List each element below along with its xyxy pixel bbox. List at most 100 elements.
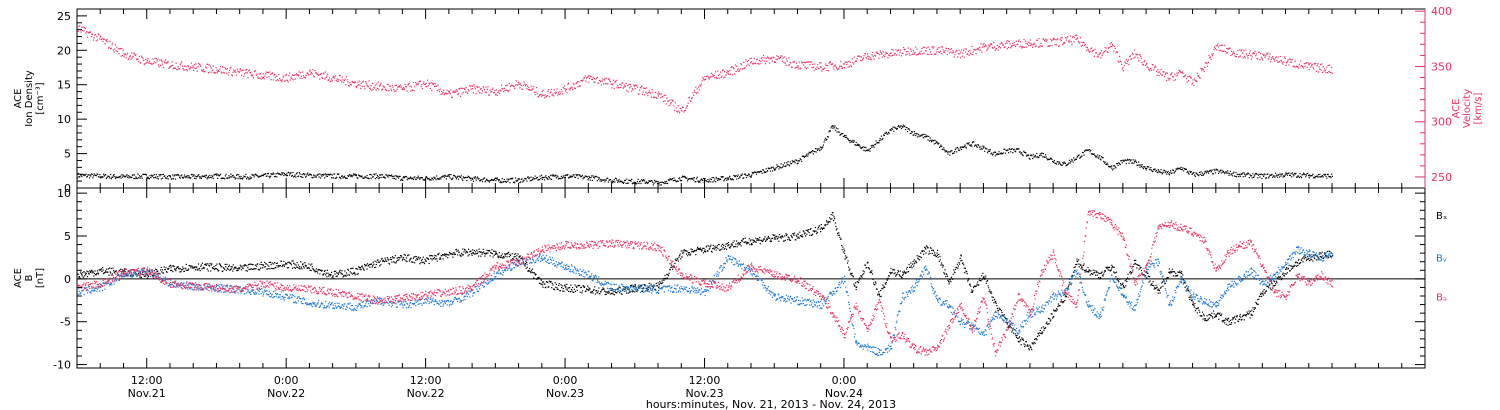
top-series-1-point bbox=[714, 77, 716, 79]
top-series-0-point bbox=[1324, 173, 1326, 176]
top-series-0-point bbox=[1168, 174, 1171, 176]
b-series-0-point bbox=[128, 273, 130, 275]
top-series-0-point bbox=[773, 168, 775, 170]
top-series-0-point bbox=[1204, 171, 1206, 173]
top-series-0-point bbox=[1142, 168, 1144, 170]
top-series-1-point bbox=[688, 96, 691, 98]
top-series-1-point bbox=[1327, 64, 1329, 66]
top-series-1-point bbox=[416, 82, 418, 84]
top-series-0-point bbox=[1088, 149, 1090, 151]
top-series-1-point bbox=[888, 54, 890, 57]
b-series-0-point bbox=[96, 270, 98, 272]
top-series-0-point bbox=[541, 178, 543, 180]
top-series-0-point bbox=[1234, 175, 1236, 177]
top-series-1-point bbox=[1231, 53, 1233, 56]
top-series-0-point bbox=[1085, 149, 1087, 151]
top-series-0-point bbox=[371, 176, 374, 178]
top-series-1-point bbox=[514, 88, 516, 90]
b-series-0-point bbox=[196, 268, 198, 270]
top-series-1-point bbox=[224, 72, 226, 74]
top-series-1-point bbox=[844, 67, 846, 69]
top-series-0-point bbox=[469, 177, 471, 179]
top-series-0-point bbox=[854, 144, 856, 146]
top-series-1-point bbox=[524, 85, 527, 87]
top-series-0-point bbox=[867, 149, 870, 151]
top-series-1-point bbox=[1004, 46, 1006, 48]
top-series-1-point bbox=[1189, 75, 1191, 77]
b-series-0-point bbox=[373, 263, 375, 265]
top-series-1-point bbox=[222, 66, 224, 68]
top-series-0-point bbox=[1185, 168, 1187, 170]
b-series-0-point bbox=[180, 271, 182, 273]
top-series-0-point bbox=[79, 176, 81, 178]
top-series-1-point bbox=[607, 83, 609, 85]
top-series-1-point bbox=[874, 55, 877, 57]
b-series-0-point bbox=[108, 274, 110, 276]
top-series-1-point bbox=[1048, 45, 1050, 47]
top-series-0-point bbox=[351, 176, 353, 178]
b-series-0-point bbox=[524, 265, 526, 267]
b-series-0-point bbox=[773, 234, 775, 236]
top-series-1-point bbox=[1030, 43, 1032, 45]
top-series-1-point bbox=[715, 71, 717, 73]
top-series-1-point bbox=[734, 73, 736, 75]
top-series-0-point bbox=[274, 176, 276, 178]
top-series-1-point bbox=[944, 49, 946, 52]
b-series-0-point bbox=[83, 271, 85, 273]
b-series-0-point bbox=[778, 234, 781, 236]
top-series-0-point bbox=[355, 175, 357, 177]
b-series-0-point bbox=[673, 266, 675, 268]
b-series-0-point bbox=[680, 258, 682, 260]
b-series-0-point bbox=[792, 233, 794, 235]
top-series-0-point bbox=[1174, 171, 1176, 173]
b-series-0-point bbox=[500, 255, 502, 257]
top-series-0-point bbox=[1132, 159, 1134, 161]
top-series-0-point bbox=[256, 175, 258, 177]
top-series-1-point bbox=[456, 90, 458, 92]
top-series-1-point bbox=[1118, 55, 1121, 58]
top-series-0-point bbox=[1181, 168, 1183, 171]
b-series-0-point bbox=[103, 272, 105, 274]
top-series-0-point bbox=[1080, 156, 1082, 158]
top-series-0-point bbox=[988, 149, 990, 151]
top-series-0-point bbox=[417, 175, 419, 177]
top-series-0-point bbox=[357, 177, 359, 179]
top-series-1-point bbox=[274, 73, 276, 75]
top-series-0-point bbox=[1013, 148, 1015, 150]
top-series-1-point bbox=[309, 70, 311, 72]
top-series-0-point bbox=[696, 176, 698, 178]
b-series-0-point bbox=[555, 283, 557, 285]
top-series-1-point bbox=[900, 49, 902, 51]
b-series-0-point bbox=[476, 252, 478, 255]
top-series-0-point bbox=[1045, 154, 1047, 156]
top-series-0-point bbox=[378, 177, 381, 179]
top-series-0-point bbox=[100, 176, 103, 178]
top-series-0-point bbox=[1047, 158, 1049, 160]
b-series-0-point bbox=[225, 266, 227, 268]
top-series-1-point bbox=[787, 64, 789, 66]
b-series-0-point bbox=[397, 259, 399, 261]
b-series-0-point bbox=[705, 246, 707, 248]
top-series-0-point bbox=[1058, 161, 1060, 163]
top-series-0-point bbox=[874, 144, 876, 146]
top-series-0-point bbox=[846, 136, 848, 138]
top-series-1-point bbox=[150, 62, 152, 65]
b-series-0-point bbox=[375, 266, 377, 268]
top-series-1-point bbox=[89, 31, 91, 33]
top-series-1-point bbox=[1297, 66, 1299, 68]
top-series-0-point bbox=[1191, 173, 1193, 175]
top-series-1-point bbox=[801, 61, 803, 63]
top-series-0-point bbox=[878, 142, 880, 144]
top-series-0-point bbox=[155, 176, 157, 178]
top-series-1-point bbox=[846, 63, 848, 66]
b-series-0-point bbox=[554, 289, 556, 291]
b-series-0-point bbox=[571, 290, 573, 292]
top-series-0-point bbox=[408, 178, 410, 180]
top-series-0-point bbox=[1325, 175, 1327, 177]
b-series-0-point bbox=[344, 270, 346, 272]
b-series-0-point bbox=[734, 246, 736, 248]
top-series-0-point bbox=[801, 160, 803, 162]
top-series-1-point bbox=[611, 84, 613, 86]
top-series-0-point bbox=[381, 174, 384, 176]
top-series-1-point bbox=[369, 87, 371, 89]
